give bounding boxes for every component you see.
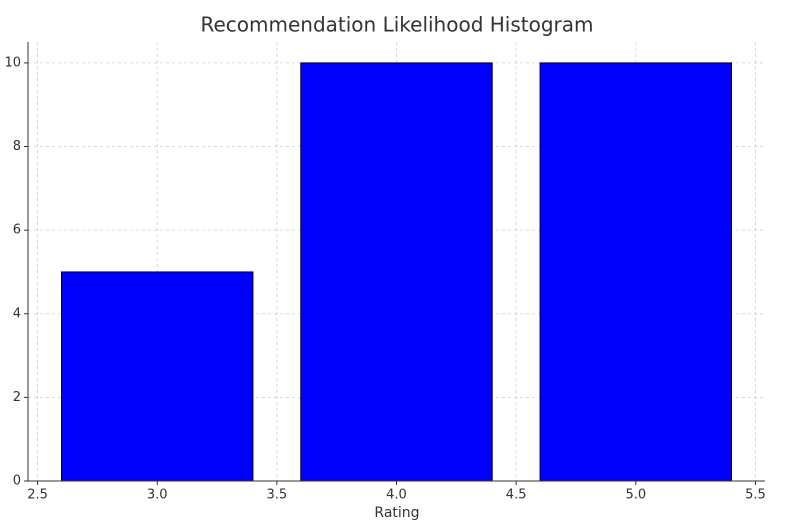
bar: [61, 271, 254, 482]
bar: [539, 62, 732, 482]
x-tick-label: 5.5: [745, 488, 766, 503]
y-tick-label: 0: [13, 474, 21, 489]
chart-title: Recommendation Likelihood Histogram: [200, 13, 593, 37]
y-tick-label: 10: [4, 55, 21, 70]
bar: [300, 62, 493, 482]
x-tick-label: 4.0: [386, 488, 407, 503]
y-tick-label: 6: [13, 223, 21, 238]
y-tick-label: 2: [13, 390, 21, 405]
x-tick-label: 3.0: [147, 488, 168, 503]
y-tick-label: 8: [13, 139, 21, 154]
x-tick-label: 2.5: [27, 488, 48, 503]
x-tick-label: 3.5: [267, 488, 288, 503]
x-tick-label: 4.5: [506, 488, 527, 503]
x-tick-label: 5.0: [625, 488, 646, 503]
y-tick-label: 4: [13, 306, 21, 321]
x-axis-label: Rating: [374, 505, 419, 521]
